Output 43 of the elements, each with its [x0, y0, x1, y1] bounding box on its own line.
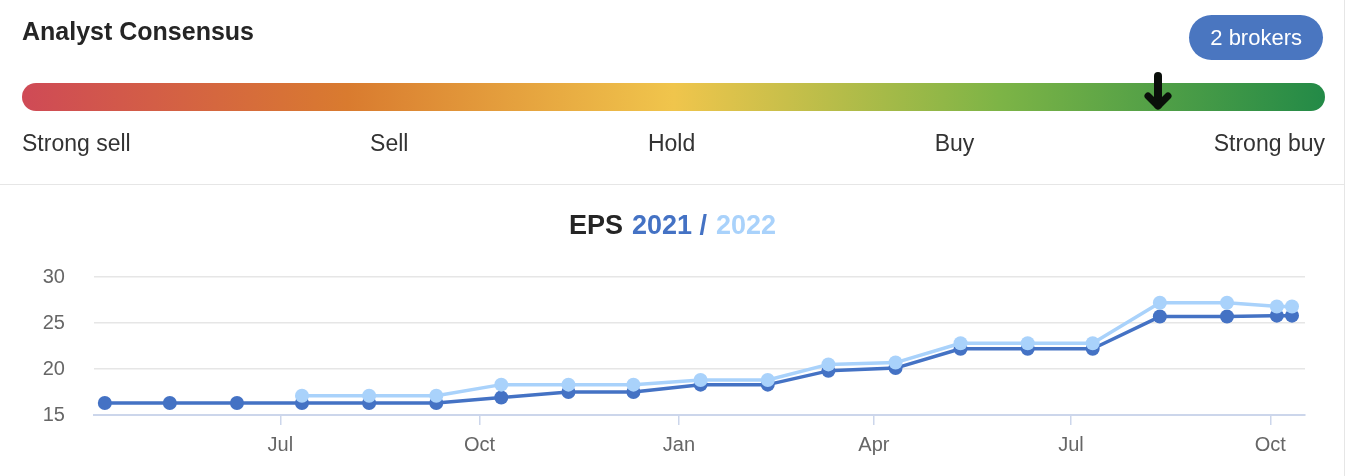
point: [162, 396, 177, 411]
point: [1020, 336, 1035, 351]
point: [1220, 309, 1235, 324]
point: [1085, 336, 1100, 351]
x-tick-label: Oct: [1254, 432, 1287, 455]
point: [953, 336, 968, 351]
x-tick-label: Oct: [464, 432, 496, 455]
badge: 2 brokers: [1189, 15, 1323, 60]
point: [626, 377, 641, 392]
point: [362, 388, 377, 403]
y-tick-label: 15: [42, 402, 65, 425]
y-tick-label: 20: [42, 356, 65, 379]
point: [97, 396, 112, 411]
category-label: Buy: [934, 130, 975, 157]
category-label: Strong buy: [1213, 130, 1325, 157]
y-tick-label: 25: [42, 310, 65, 333]
chart-title: EPS: [568, 210, 623, 240]
category-label: Sell: [370, 130, 409, 157]
point: [429, 388, 444, 403]
category-label: Strong sell: [22, 130, 131, 157]
point: [693, 373, 708, 388]
point: [1152, 309, 1167, 324]
x-tick-label: Jul: [1058, 432, 1084, 455]
x-tick-label: Apr: [858, 432, 890, 455]
point: [1285, 299, 1299, 314]
text: Analyst Consensus: [22, 17, 255, 46]
point: [888, 355, 903, 370]
text: 2022: [716, 210, 777, 240]
point: [1152, 295, 1167, 310]
point: [760, 373, 775, 388]
point: [294, 388, 309, 403]
point: [1269, 299, 1284, 314]
x-tick-label: Jan: [662, 432, 696, 455]
point: [494, 377, 509, 392]
point: [1220, 295, 1235, 310]
text: 2021 /: [631, 210, 708, 240]
point: [821, 357, 836, 372]
x-tick-label: Jul: [267, 432, 294, 455]
point: [229, 396, 244, 411]
category-label: Hold: [647, 130, 696, 157]
point: [494, 390, 509, 405]
point: [561, 377, 576, 392]
y-tick-label: 30: [42, 264, 65, 287]
